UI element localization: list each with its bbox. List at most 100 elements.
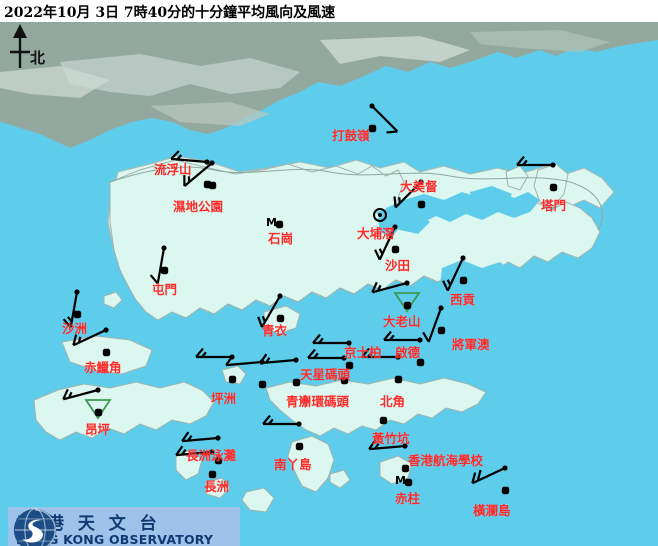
wind-barb	[393, 179, 424, 209]
station-marker-dot[interactable]	[294, 380, 299, 385]
station-marker-green-triangle[interactable]	[393, 291, 421, 313]
station-label[interactable]: 黃竹坑	[372, 431, 410, 446]
south-islets	[379, 455, 413, 485]
station-label[interactable]: 中環碼頭	[299, 394, 350, 409]
wind-barb	[307, 348, 347, 361]
station-label[interactable]: 沙田	[385, 258, 411, 273]
station-marker-dot[interactable]	[260, 382, 265, 387]
station-marker-dot[interactable]	[439, 328, 444, 333]
wind-barb-half	[318, 337, 324, 344]
wind-barb-full	[371, 281, 378, 293]
station-marker-green-triangle[interactable]	[84, 398, 112, 420]
station-label[interactable]: 流浮山	[154, 162, 192, 177]
map-geography	[0, 22, 658, 546]
wind-barb-half	[377, 284, 382, 292]
map-canvas[interactable]: M M 打鼓嶺 流浮山 濕地公園 石崗 大美督 塔門 大埔滘 沙田 屯門 西貢 沙洲 青衣 大老山 將軍澳赤…	[0, 22, 658, 546]
station-marker-dot[interactable]	[75, 312, 80, 317]
station-marker-dot[interactable]	[503, 488, 508, 493]
north-label: 北	[30, 49, 46, 67]
wind-barb-full	[312, 333, 321, 344]
station-marker-dot[interactable]	[210, 183, 215, 188]
station-marker-dot[interactable]	[297, 444, 302, 449]
station-marker-dot[interactable]	[419, 202, 424, 207]
station-marker-dot[interactable]	[405, 303, 410, 308]
station-label[interactable]: 長洲	[204, 479, 230, 494]
mainland-terrain	[0, 22, 658, 148]
station-marker-dot[interactable]	[461, 278, 466, 283]
station-label[interactable]: 京士柏	[344, 345, 382, 360]
station-marker-dot[interactable]	[162, 268, 167, 273]
station-label[interactable]: 橫瀾島	[473, 503, 511, 518]
wind-barb-full	[195, 347, 204, 358]
station-marker-dot[interactable]	[216, 458, 221, 463]
station-label[interactable]: 香港航海學校	[408, 453, 484, 468]
station-marker-dot[interactable]	[418, 360, 423, 365]
station-label[interactable]: 濕地公園	[173, 199, 224, 214]
station-marker-dot[interactable]	[342, 378, 347, 383]
station-label[interactable]: 北角	[380, 394, 406, 409]
station-marker-dot[interactable]	[370, 126, 375, 131]
wind-barb-half	[389, 334, 395, 341]
wind-barb-full	[62, 318, 72, 329]
wind-barb-full	[476, 469, 482, 481]
mainland-urban-4	[0, 66, 110, 98]
station-marker-dot[interactable]	[393, 247, 398, 252]
wind-barb-full	[62, 388, 69, 400]
wind-barb-half	[446, 279, 452, 286]
station-marker-dot[interactable]	[278, 316, 283, 321]
station-label[interactable]: 屯門	[152, 282, 178, 297]
station-label[interactable]: 西貢	[450, 292, 476, 307]
station-marker-dot[interactable]	[104, 350, 109, 355]
station-marker-dot[interactable]	[403, 466, 408, 471]
station-label[interactable]: 天星碼頭	[300, 367, 351, 382]
lamma-island	[287, 435, 335, 493]
wind-barb	[471, 465, 508, 485]
wind-barb-half	[522, 159, 528, 166]
station-marker-dot[interactable]	[551, 185, 556, 190]
wind-barb	[259, 353, 299, 365]
station-marker-dot[interactable]	[406, 480, 411, 485]
station-marker-dot[interactable]	[205, 182, 210, 187]
wind-barb	[225, 355, 265, 367]
wind-barb	[371, 280, 410, 294]
station-label[interactable]: 青衣	[262, 323, 288, 338]
wind-barb-half	[181, 449, 187, 456]
nt-body	[109, 159, 601, 321]
station-marker-dot[interactable]	[347, 363, 352, 368]
wind-barb	[442, 255, 466, 292]
station-label[interactable]: 大美督	[400, 179, 438, 194]
station-marker-dot[interactable]	[210, 472, 215, 477]
wind-barb-half	[187, 435, 193, 442]
station-label[interactable]: 打鼓嶺	[332, 128, 370, 143]
station-label[interactable]: 石崗	[268, 231, 294, 246]
wind-barb-full	[175, 445, 184, 456]
wind-barb-half	[265, 357, 271, 364]
station-label[interactable]: 坪洲	[211, 391, 237, 406]
station-label[interactable]: 塔門	[541, 198, 567, 213]
station-label[interactable]: 赤鱲角	[84, 360, 122, 375]
station-marker-dot[interactable]	[396, 377, 401, 382]
station-label[interactable]: 啟德	[395, 345, 421, 360]
station-marker-bullseye[interactable]	[373, 208, 387, 222]
station-label[interactable]: 長洲泳灘	[186, 448, 237, 463]
station-label[interactable]: 將軍澳	[452, 337, 490, 352]
wind-barb-full	[374, 249, 381, 261]
wind-barb	[72, 327, 109, 347]
station-label[interactable]: 昂坪	[85, 422, 111, 437]
wind-barb	[62, 289, 80, 329]
wind-barb-full	[361, 347, 370, 358]
station-label[interactable]: 大老山	[383, 314, 421, 329]
station-label[interactable]: 赤柱	[395, 491, 421, 506]
station-marker-dot[interactable]	[277, 222, 282, 227]
station-label[interactable]: 青洲	[286, 394, 312, 409]
station-marker-dot[interactable]	[230, 377, 235, 382]
wind-barb	[149, 245, 167, 285]
station-label[interactable]: 南丫島	[274, 457, 312, 472]
station-label[interactable]: 沙洲	[62, 321, 88, 336]
station-marker-dot[interactable]	[381, 418, 386, 423]
deep-bay	[0, 122, 120, 198]
station-label[interactable]: 大埔滘	[357, 226, 395, 241]
station-marker-dot[interactable]	[96, 410, 101, 415]
station-marker-m-flag: M	[395, 474, 406, 487]
